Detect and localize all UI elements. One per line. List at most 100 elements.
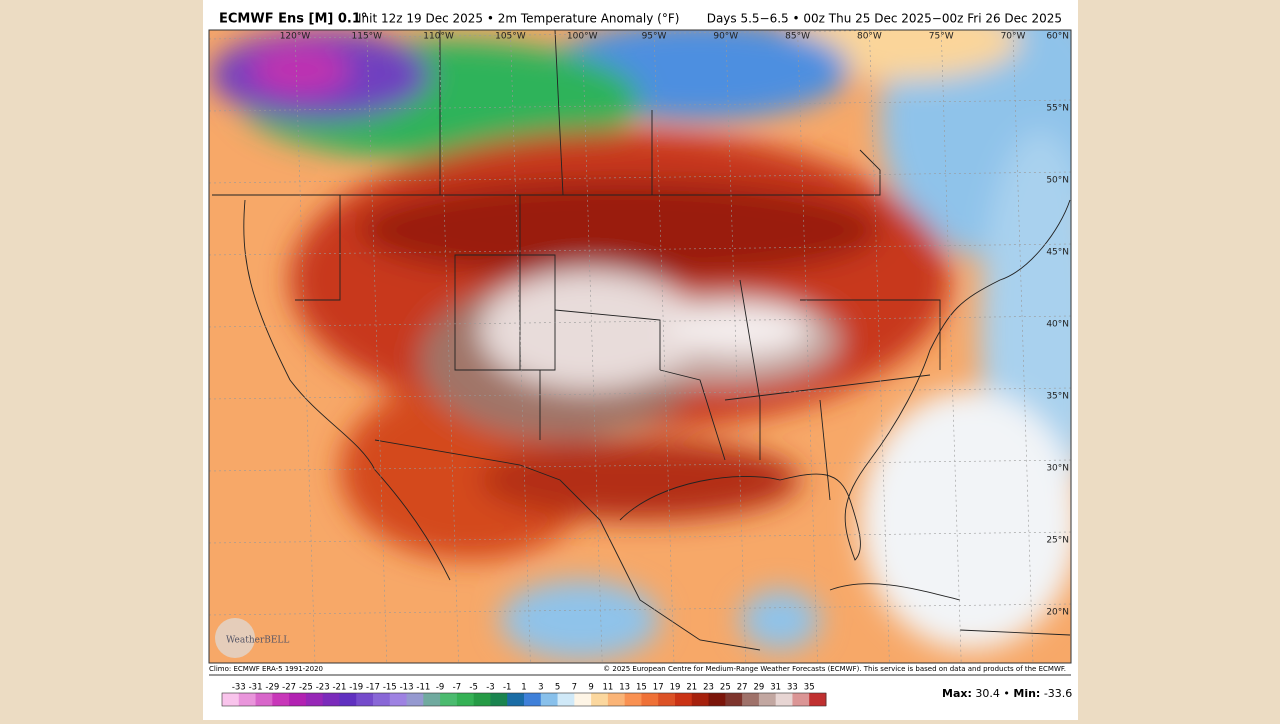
colorbar-label: -3 bbox=[486, 683, 494, 693]
title: ECMWF Ens [M] 0.1° bbox=[219, 12, 367, 27]
lon-label: 120°W bbox=[280, 32, 311, 42]
colorbar-swatch bbox=[524, 693, 542, 706]
colorbar-label: 27 bbox=[737, 683, 748, 693]
lon-label: 105°W bbox=[495, 32, 526, 42]
colorbar-label: 21 bbox=[686, 683, 697, 693]
parallel bbox=[209, 99, 1071, 112]
parallel bbox=[209, 459, 1071, 472]
lon-label: 75°W bbox=[929, 32, 954, 42]
colorbar-swatch bbox=[322, 693, 340, 706]
colorbar-swatch bbox=[473, 693, 491, 706]
min-label: Min: bbox=[1013, 687, 1040, 700]
map-labels: 120°W 115°W 110°W 105°W 100°W 95°W 90°W 85°W 80°… bbox=[280, 32, 1069, 618]
max-value: 30.4 bbox=[975, 687, 1000, 700]
colorbar-label: 11 bbox=[602, 683, 613, 693]
colorbar-label: -31 bbox=[249, 683, 263, 693]
colorbar-swatch bbox=[691, 693, 710, 706]
lon-label: 115°W bbox=[352, 32, 383, 42]
colorbar-label: -25 bbox=[299, 683, 313, 693]
colorbar-label: 29 bbox=[753, 683, 764, 693]
stats: Max: 30.4 • Min: -33.6 bbox=[942, 687, 1072, 700]
parallel bbox=[209, 603, 1071, 616]
colorbar-swatch bbox=[389, 693, 408, 706]
colorbar-label: 7 bbox=[572, 683, 577, 693]
parallel bbox=[209, 243, 1071, 256]
parallel bbox=[209, 387, 1071, 400]
colorbar-frame bbox=[221, 692, 827, 707]
meridian bbox=[869, 30, 890, 663]
colorbar-swatch bbox=[238, 693, 257, 706]
colorbar-swatch bbox=[775, 693, 793, 706]
colorbar-swatch bbox=[456, 693, 475, 706]
colorbar-label: 17 bbox=[653, 683, 664, 693]
colorbar-label: 31 bbox=[770, 683, 781, 693]
lon-label: 70°W bbox=[1001, 32, 1026, 42]
colorbar-label: 5 bbox=[555, 683, 560, 693]
colorbar-swatch bbox=[289, 693, 307, 706]
parallel bbox=[209, 315, 1071, 328]
valid-time: Days 5.5−6.5 • 00z Thu 25 Dec 2025−00z F… bbox=[707, 12, 1062, 26]
colorbar-label: -1 bbox=[503, 683, 511, 693]
colorbar-swatch bbox=[624, 693, 642, 706]
colorbar-label: -15 bbox=[383, 683, 397, 693]
colorbar-label: -19 bbox=[349, 683, 363, 693]
lon-label: 110°W bbox=[423, 32, 454, 42]
subtitle: Init 12z 19 Dec 2025 • 2m Temperature An… bbox=[358, 12, 679, 26]
colorbar-swatch bbox=[507, 693, 525, 706]
lon-label: 100°W bbox=[567, 32, 598, 42]
colorbar-swatch bbox=[557, 693, 575, 706]
colorbar-swatch bbox=[758, 693, 777, 706]
colorbar-swatch bbox=[490, 693, 508, 706]
colorbar-label: 33 bbox=[787, 683, 798, 693]
meridian bbox=[653, 30, 675, 663]
lat-label: 30°N bbox=[1046, 464, 1069, 474]
lon-label: 80°W bbox=[857, 32, 882, 42]
meridian bbox=[940, 30, 962, 663]
colorbar-label: -27 bbox=[282, 683, 296, 693]
colorbar-label: 19 bbox=[670, 683, 681, 693]
colorbar-swatch bbox=[305, 693, 324, 706]
meridian bbox=[1012, 30, 1034, 663]
meridian bbox=[797, 30, 818, 663]
colorbar-swatch bbox=[708, 693, 726, 706]
lat-label: 20°N bbox=[1046, 608, 1069, 618]
colorbar-swatch bbox=[742, 693, 760, 706]
max-label: Max: bbox=[942, 687, 972, 700]
colorbar-label: -13 bbox=[400, 683, 414, 693]
logo-mark bbox=[215, 618, 255, 658]
lat-label: 55°N bbox=[1046, 104, 1069, 114]
colorbar-label: 3 bbox=[538, 683, 543, 693]
colorbar-swatch bbox=[792, 693, 810, 706]
colorbar-label: 23 bbox=[703, 683, 714, 693]
colorbar-label: -17 bbox=[366, 683, 380, 693]
colorbar-label: 9 bbox=[588, 683, 593, 693]
parallel bbox=[209, 30, 938, 40]
colorbar-swatch bbox=[272, 693, 290, 706]
colorbar-label: -9 bbox=[436, 683, 444, 693]
lat-label: 40°N bbox=[1046, 320, 1069, 330]
colorbar-label: -21 bbox=[332, 683, 346, 693]
colorbar-label: 25 bbox=[720, 683, 731, 693]
colorbar-swatch bbox=[607, 693, 626, 706]
lon-label: 85°W bbox=[785, 32, 810, 42]
colorbar-swatch bbox=[373, 693, 391, 706]
lat-label: 60°N bbox=[1046, 32, 1069, 42]
colorbar-label: -23 bbox=[316, 683, 330, 693]
colorbar-label: 35 bbox=[804, 683, 815, 693]
colorbar-swatch bbox=[339, 693, 357, 706]
colorbar-label: -33 bbox=[232, 683, 246, 693]
climo: Climo: ECMWF ERA-5 1991-2020 bbox=[209, 665, 323, 673]
parallel bbox=[209, 171, 1071, 184]
meridian bbox=[725, 30, 747, 663]
colorbar-label: -29 bbox=[265, 683, 279, 693]
colorbar-label: -11 bbox=[416, 683, 430, 693]
colorbar-swatch bbox=[440, 693, 458, 706]
colorbar-swatch bbox=[356, 693, 374, 706]
meridian bbox=[510, 30, 531, 663]
lat-label: 35°N bbox=[1046, 392, 1069, 402]
separator: • bbox=[1003, 687, 1010, 700]
lon-label: 95°W bbox=[642, 32, 667, 42]
colorbar-swatch bbox=[675, 693, 693, 706]
colorbar-swatch bbox=[591, 693, 609, 706]
lon-label: 90°W bbox=[713, 32, 738, 42]
